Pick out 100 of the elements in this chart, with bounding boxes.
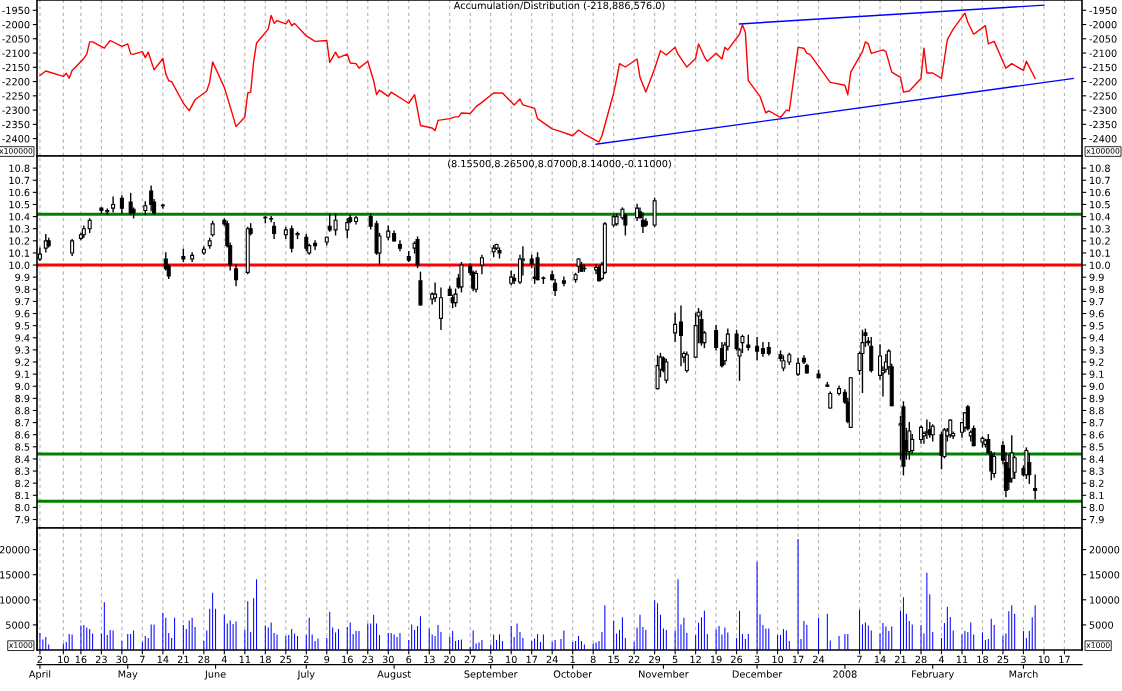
y2-tick-label: 8.5: [1089, 443, 1104, 451]
candlestick: [1027, 453, 1032, 484]
y-tick-label: -2150: [2, 63, 30, 72]
x-tick-label: 24: [813, 655, 825, 663]
candlestick: [313, 240, 318, 250]
x-tick-label: 14: [874, 655, 886, 663]
y-tick-label: 20000: [0, 546, 30, 554]
y2-tick-label: 9.6: [1089, 310, 1104, 318]
x-tick-label: 19: [710, 655, 722, 664]
x-tick-label: 13: [424, 655, 435, 664]
candlestick: [111, 196, 116, 213]
x-tick-label: 16: [342, 655, 353, 664]
candlestick: [1033, 474, 1038, 500]
x-tick-label: 10: [506, 655, 517, 664]
y2-tick-label: 8.1: [1089, 491, 1104, 500]
y2-tick-label: 10.4: [1090, 213, 1111, 221]
candlestick: [149, 185, 154, 212]
y-tick-label: -2050: [2, 35, 30, 43]
x-tick-label: 2: [37, 655, 43, 663]
y2-tick-label: 10.2: [1090, 237, 1110, 245]
y-tick-label: 10.4: [9, 213, 30, 221]
y2-tick-label: 10.5: [1090, 200, 1110, 209]
x-tick-label: 25: [997, 655, 1009, 664]
x-tick-label: 18: [977, 655, 988, 664]
y-tick-label: 8.5: [15, 443, 30, 451]
x-tick-label: 25: [280, 655, 292, 664]
y-tick-label: 8.1: [15, 491, 30, 500]
y-tick-label: 10.5: [9, 200, 30, 209]
y2-tick-label: 9.2: [1089, 358, 1104, 366]
candlestick: [474, 270, 479, 293]
y-tick-label: 10.3: [9, 225, 30, 233]
x-tick-label: 26: [731, 655, 743, 664]
y-tick-label: 9.9: [15, 273, 30, 281]
y-tick-label: 10.1: [9, 249, 30, 257]
x2-tick-label: 2008: [833, 670, 857, 678]
y2-tick-label: 8.2: [1089, 479, 1104, 487]
candlestick: [345, 218, 350, 238]
candlestick: [714, 324, 719, 351]
y2-tick-label: -2350: [1089, 120, 1117, 129]
y2-tick-label: 10.8: [1090, 164, 1110, 172]
x-tick-label: 5: [672, 655, 678, 664]
y2-tick-label: 8.8: [1089, 406, 1104, 415]
candlestick: [910, 434, 915, 454]
y2-tick-label: 8.7: [1089, 419, 1104, 427]
y2-tick-label: 8.6: [1089, 431, 1104, 439]
y-tick-label: 10.7: [9, 176, 30, 185]
x-tick-label: 11: [956, 655, 968, 663]
y2-tick-label: 10.7: [1090, 176, 1110, 185]
x-tick-label: 7: [140, 655, 145, 663]
x-tick-label: 20: [444, 655, 456, 664]
x-tick-label: 22: [628, 655, 640, 663]
y2-tick-label: 9.4: [1089, 334, 1104, 342]
y-tick-label: 9.1: [15, 370, 30, 378]
x-tick-label: 4: [221, 655, 227, 663]
y-tick-label: 9.6: [15, 310, 30, 318]
y2-tick-label: 9.3: [1089, 346, 1104, 354]
y-tick-label: 8.2: [15, 479, 30, 487]
y2-tick-label: 20000: [1089, 546, 1120, 554]
y-tick-label: 8.9: [15, 394, 30, 403]
x-tick-label: 27: [464, 655, 476, 663]
x-tick-label: 23: [362, 655, 374, 664]
y2-tick-label: 8.3: [1089, 467, 1104, 475]
chart-title: Accumulation/Distribution (-218,886,576.0): [453, 1, 665, 11]
y-tick-label: 8.7: [15, 419, 30, 427]
y-tick-label: 9.4: [15, 334, 30, 342]
x-tick-label: 16: [75, 655, 87, 664]
y-tick-label: -1950: [2, 6, 30, 15]
y2-tick-label: -2400: [1089, 135, 1117, 143]
candlestick: [234, 264, 239, 287]
x-tick-label: 6: [406, 655, 412, 664]
y2-tick-label: -2200: [1089, 78, 1117, 86]
y2-tick-label: 7.9: [1089, 516, 1104, 524]
y-tick-label: 10000: [0, 596, 30, 604]
x-tick-label: 24: [546, 655, 558, 663]
y2-tick-label: 9.9: [1089, 273, 1104, 281]
y-tick-label: 9.8: [15, 285, 30, 294]
chart-title: (8.15500,8.26500,8.07000,8.14000,-0.11000): [448, 159, 671, 169]
candlestick: [673, 312, 678, 343]
y2-tick-label: 5000: [1089, 621, 1114, 629]
y-tick-label: -2400: [2, 135, 30, 143]
x-tick-label: 10: [772, 655, 784, 664]
y-tick-label: 8.3: [15, 467, 30, 475]
candlestick: [438, 287, 443, 330]
x-tick-label: 21: [895, 655, 906, 663]
y2-tick-label: 9.8: [1089, 285, 1104, 294]
y2-tick-label: -2050: [1089, 35, 1117, 43]
y2-tick-label: 8.9: [1089, 394, 1104, 403]
y-tick-label: -2350: [2, 120, 30, 129]
x-tick-label: 10: [58, 655, 69, 664]
y2-tick-label: 9.7: [1089, 297, 1104, 306]
y-tick-label: 7.9: [15, 516, 30, 524]
x-tick-label: 14: [157, 655, 169, 663]
candlestick: [678, 305, 683, 367]
y-tick-label: -2200: [2, 78, 30, 86]
x2-tick-label: April: [28, 670, 51, 680]
candlestick: [512, 274, 517, 284]
candlestick: [684, 351, 689, 373]
x-tick-label: 30: [382, 655, 394, 664]
y-tick-label: 15000: [0, 571, 30, 579]
x2-tick-label: December: [732, 670, 783, 678]
